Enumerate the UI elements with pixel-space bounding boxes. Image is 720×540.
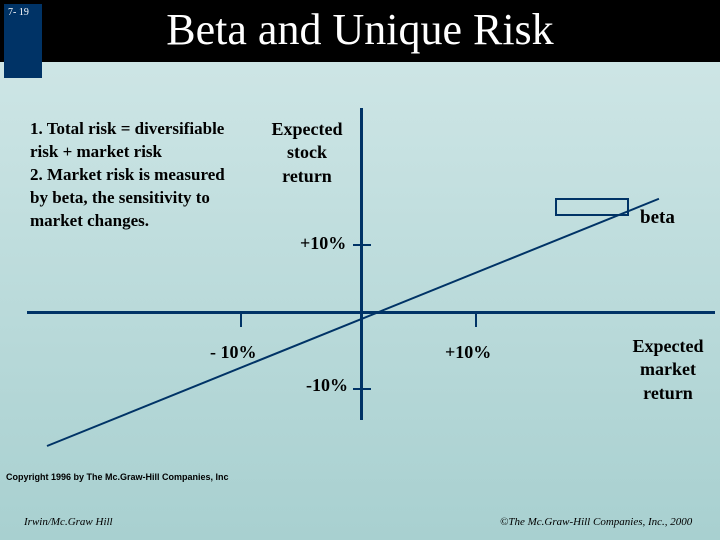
copyright-1996: Copyright 1996 by The Mc.Graw-Hill Compa…	[6, 472, 229, 482]
y-tick-plus	[353, 244, 371, 246]
x-tick-label-minus: - 10%	[210, 342, 257, 363]
x-tick-minus	[240, 313, 242, 327]
y-axis-label: Expectedstockreturn	[262, 118, 352, 188]
y-tick-label-plus: +10%	[300, 233, 346, 254]
y-tick-minus	[353, 388, 371, 390]
y-tick-label-minus: -10%	[306, 375, 348, 396]
x-axis-label: Expectedmarketreturn	[618, 335, 718, 405]
y-axis-line	[360, 108, 363, 420]
body-bullets: 1. Total risk = diversifiable risk + mar…	[30, 118, 240, 233]
mcgraw-copyright: ©The Mc.Graw-Hill Companies, Inc., 2000	[500, 516, 692, 528]
irwin-text: Irwin/Mc.Graw Hill	[24, 516, 113, 528]
slide-title: Beta and Unique Risk	[0, 4, 720, 55]
x-tick-plus	[475, 313, 477, 327]
beta-label: beta	[640, 207, 675, 229]
x-tick-label-plus: +10%	[445, 342, 491, 363]
beta-line	[47, 198, 660, 447]
